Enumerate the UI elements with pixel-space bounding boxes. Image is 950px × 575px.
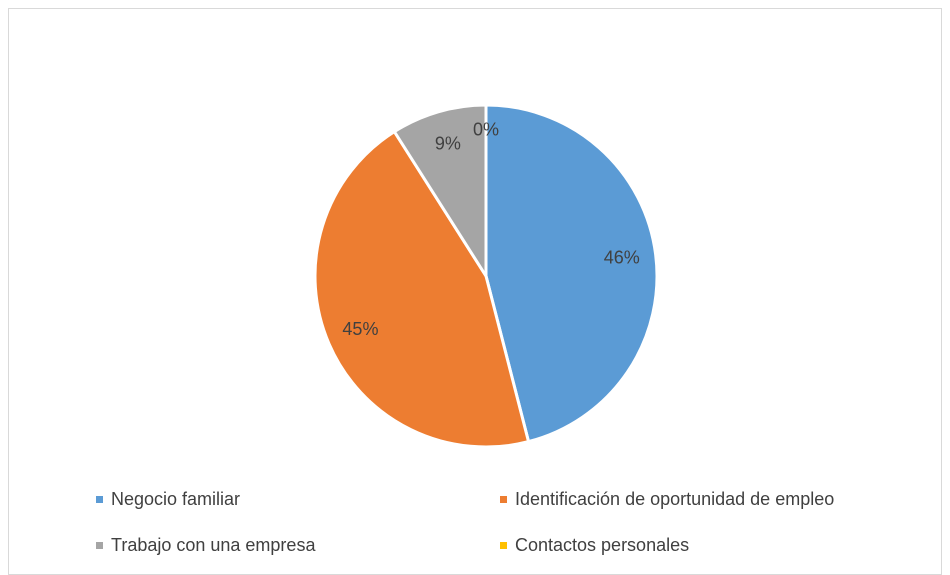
pie-slice [392,103,488,278]
legend-label: Identificación de oportunidad de empleo [515,489,834,509]
legend-marker [96,542,103,549]
legend-label: Negocio familiar [111,489,240,509]
pie-slice [484,103,659,444]
data-label: 0% [473,119,499,139]
data-label: 46% [604,248,640,268]
data-label: 45% [342,319,378,339]
legend-marker [500,496,507,503]
data-label: 9% [435,133,461,153]
legend-label: Trabajo con una empresa [111,535,316,555]
legend-marker [500,542,507,549]
pie-slice [313,130,531,449]
legend-label: Contactos personales [515,535,689,555]
legend-marker [96,496,103,503]
